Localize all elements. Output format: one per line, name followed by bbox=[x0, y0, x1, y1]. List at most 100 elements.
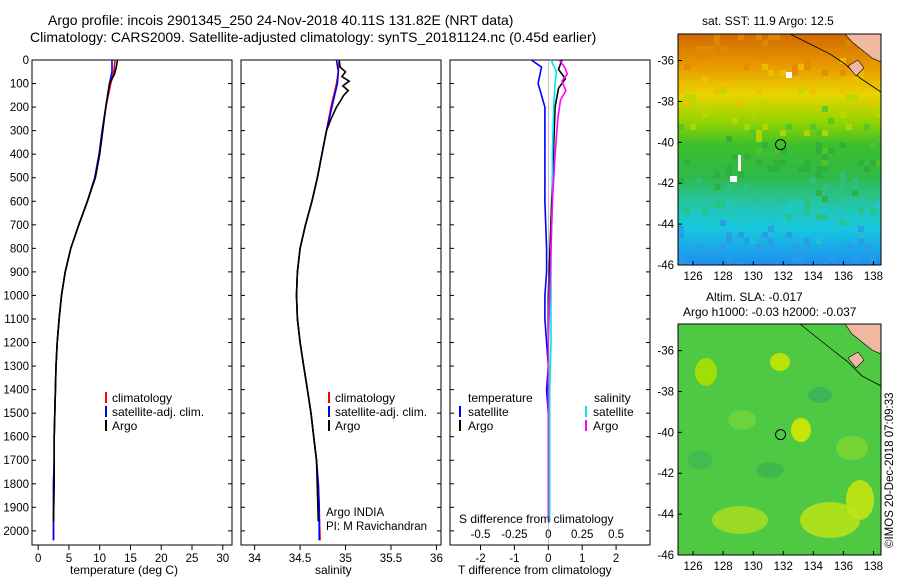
series-line-argo bbox=[52, 59, 119, 522]
sla-anomaly-blob bbox=[728, 410, 756, 430]
sst-pixel bbox=[792, 136, 798, 142]
sst-pixel bbox=[726, 238, 732, 244]
sst-pixel bbox=[810, 52, 816, 58]
map-lat-tick-label: -44 bbox=[657, 509, 674, 521]
sst-pixel bbox=[846, 124, 852, 130]
sst-pixel bbox=[816, 130, 822, 136]
depth-tick-label: 800 bbox=[10, 243, 29, 255]
sst-pixel bbox=[762, 232, 768, 238]
sst-pixel bbox=[750, 106, 756, 112]
sst-pixel bbox=[828, 256, 834, 262]
map-lat-tick-label: -42 bbox=[657, 468, 674, 480]
legend-swatch-argo bbox=[328, 420, 330, 431]
sst-pixel bbox=[768, 70, 774, 76]
sst-pixel bbox=[870, 196, 876, 202]
difference-x-axis: -2 -1 0 1 2 bbox=[475, 545, 619, 565]
series-line-argo bbox=[295, 59, 351, 522]
sst-pixel bbox=[816, 238, 822, 244]
figure-title-line1: Argo profile: incois 2901345_250 24-Nov-… bbox=[48, 12, 513, 28]
legend-label-argo: Argo bbox=[112, 419, 138, 433]
sst-pixel bbox=[858, 208, 864, 214]
sst-pixel bbox=[822, 214, 828, 220]
difference-panel bbox=[449, 59, 651, 546]
sla-map-axes: 126 128 130 132 134 136 138 -36 -38 -40 -42 -44 -46 bbox=[657, 346, 883, 573]
sst-pixel bbox=[738, 208, 744, 214]
sst-pixel bbox=[744, 238, 750, 244]
x-tick-label: -1 bbox=[509, 553, 519, 565]
legend-label-sal-argo: Argo bbox=[593, 419, 619, 433]
sst-pixel bbox=[738, 172, 744, 178]
sst-pixel bbox=[804, 64, 810, 70]
sst-pixel bbox=[780, 130, 786, 136]
sst-pixel bbox=[768, 220, 774, 226]
sst-pixel bbox=[762, 124, 768, 130]
sst-pixel bbox=[690, 214, 696, 220]
sst-pixel bbox=[702, 76, 708, 82]
sst-pixel bbox=[804, 238, 810, 244]
sst-pixel bbox=[702, 112, 708, 118]
sst-pixel bbox=[768, 214, 774, 220]
sst-pixel bbox=[678, 256, 684, 262]
map-lon-tick-label: 134 bbox=[804, 561, 824, 573]
sst-pixel bbox=[780, 70, 786, 76]
salinity-x-label: salinity bbox=[315, 563, 352, 577]
map-lat-tick-label: -44 bbox=[657, 219, 674, 231]
x-tick-label: 34 bbox=[248, 553, 261, 565]
depth-tick-label: 1600 bbox=[3, 432, 29, 444]
sst-pixel bbox=[792, 256, 798, 262]
s-tick-label: 0.25 bbox=[571, 529, 593, 541]
legend-swatch-temp-satellite bbox=[459, 406, 461, 417]
sst-pixel bbox=[798, 202, 804, 208]
sst-pixel bbox=[774, 82, 780, 88]
map-lon-tick-label: 136 bbox=[834, 561, 853, 573]
sst-pixel bbox=[720, 220, 726, 226]
sst-pixel bbox=[870, 256, 876, 262]
sst-pixel bbox=[840, 88, 846, 94]
map-lon-tick-label: 138 bbox=[864, 271, 883, 283]
map-lon-tick-label: 138 bbox=[864, 561, 883, 573]
salinity-panel bbox=[240, 59, 442, 546]
sst-pixel bbox=[678, 124, 684, 130]
sst-pixel bbox=[708, 52, 714, 58]
sst-pixel bbox=[792, 244, 798, 250]
sst-map-frame bbox=[677, 33, 882, 266]
sst-pixel bbox=[714, 34, 720, 40]
map-lon-tick-label: 126 bbox=[683, 561, 702, 573]
sst-pixel bbox=[774, 34, 780, 40]
sst-pixel bbox=[840, 112, 846, 118]
depth-tick-label: 1100 bbox=[4, 314, 29, 326]
sst-pixel bbox=[714, 172, 720, 178]
sst-pixel bbox=[738, 100, 744, 106]
sst-pixel bbox=[798, 82, 804, 88]
sla-anomaly-blob bbox=[695, 358, 717, 386]
sst-pixel bbox=[822, 106, 828, 112]
depth-tick-label: 1900 bbox=[3, 502, 29, 514]
sst-pixel bbox=[696, 178, 702, 184]
sst-pixel bbox=[750, 112, 756, 118]
legend-label-climatology: climatology bbox=[335, 391, 395, 405]
sla-anomaly-blob bbox=[712, 506, 768, 534]
s-tick-label: -0.25 bbox=[501, 529, 527, 541]
sst-map-title: sat. SST: 11.9 Argo: 12.5 bbox=[702, 14, 834, 28]
sst-pixel bbox=[756, 136, 762, 142]
sst-pixel bbox=[834, 196, 840, 202]
depth-tick-label: 400 bbox=[10, 149, 29, 161]
sst-island bbox=[847, 59, 865, 77]
sst-pixel bbox=[714, 184, 720, 190]
sst-pixel bbox=[720, 82, 726, 88]
sst-pixel bbox=[678, 232, 684, 238]
sst-pixel bbox=[726, 202, 732, 208]
series-line-climatology bbox=[52, 59, 116, 541]
sst-pixel bbox=[702, 82, 708, 88]
legend-swatch-sal-satellite bbox=[585, 406, 587, 417]
sst-pixel bbox=[786, 190, 792, 196]
sst-pixel bbox=[774, 148, 780, 154]
sla-map-title-line2: Argo h1000: -0.03 h2000: -0.037 bbox=[683, 305, 857, 319]
sst-pixel bbox=[828, 148, 834, 154]
map-lat-tick-label: -46 bbox=[657, 550, 674, 562]
sst-pixel bbox=[852, 58, 858, 64]
legend-label-climatology: climatology bbox=[112, 391, 172, 405]
difference-x-label: T difference from climatology bbox=[458, 563, 612, 577]
sst-pixel bbox=[720, 202, 726, 208]
sla-anomaly-blob bbox=[800, 502, 860, 538]
